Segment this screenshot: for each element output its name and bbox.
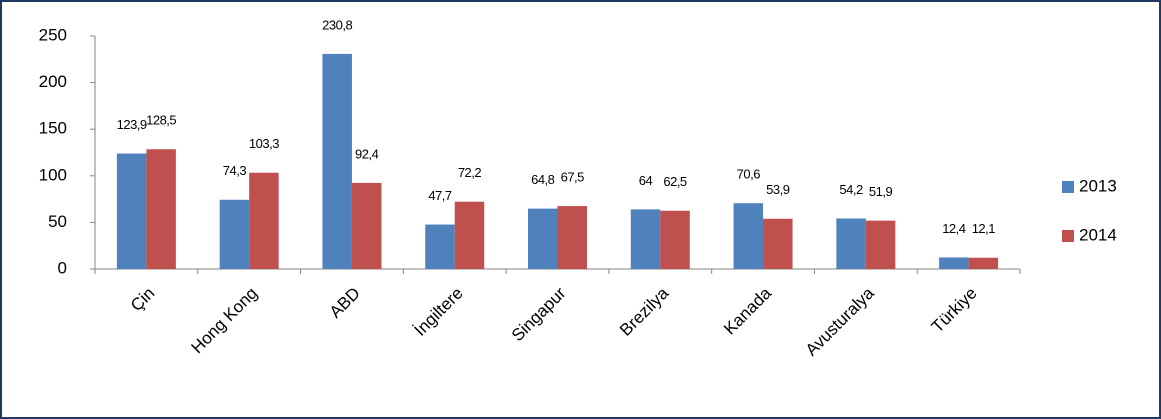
bar	[351, 182, 382, 269]
bar	[557, 206, 587, 269]
value-label: 67,5	[561, 170, 585, 185]
value-label: 128,5	[146, 113, 176, 128]
value-label: 230,8	[322, 17, 352, 32]
bar	[116, 153, 147, 269]
bar	[836, 218, 866, 269]
value-label: 51,9	[869, 184, 893, 199]
bar	[660, 210, 690, 269]
value-label: 70,6	[737, 167, 761, 182]
bar	[322, 53, 352, 269]
value-label: 103,3	[249, 136, 279, 151]
value-label: 64	[639, 173, 653, 188]
legend-label: 2014	[1079, 225, 1117, 244]
bar	[763, 218, 793, 269]
value-label: 12,1	[972, 221, 996, 236]
y-tick-label: 200	[39, 72, 67, 91]
legend-label: 2013	[1079, 176, 1117, 195]
value-label: 54,2	[839, 182, 863, 197]
y-tick-label: 150	[39, 119, 67, 138]
bar	[528, 208, 558, 269]
value-label: 74,3	[223, 163, 247, 178]
value-label: 53,9	[766, 182, 790, 197]
bar	[454, 201, 485, 269]
y-tick-label: 100	[39, 165, 67, 184]
legend-swatch	[1062, 230, 1074, 242]
bar	[425, 224, 455, 269]
bar	[249, 172, 279, 269]
bar	[733, 203, 764, 269]
value-label: 72,2	[458, 165, 482, 180]
bar	[939, 257, 969, 269]
legend-swatch	[1062, 181, 1074, 193]
bar	[630, 209, 661, 269]
bar	[865, 220, 896, 269]
value-label: 92,4	[355, 146, 379, 161]
bar	[219, 199, 250, 269]
bar	[968, 257, 999, 269]
value-label: 62,5	[663, 174, 687, 189]
value-label: 123,9	[117, 117, 147, 132]
value-label: 47,7	[428, 188, 452, 203]
value-label: 12,4	[942, 221, 966, 236]
value-label: 64,8	[531, 172, 555, 187]
y-tick-label: 50	[48, 212, 67, 231]
y-tick-label: 250	[39, 25, 67, 44]
bar	[146, 149, 176, 269]
y-tick-label: 0	[58, 258, 67, 277]
